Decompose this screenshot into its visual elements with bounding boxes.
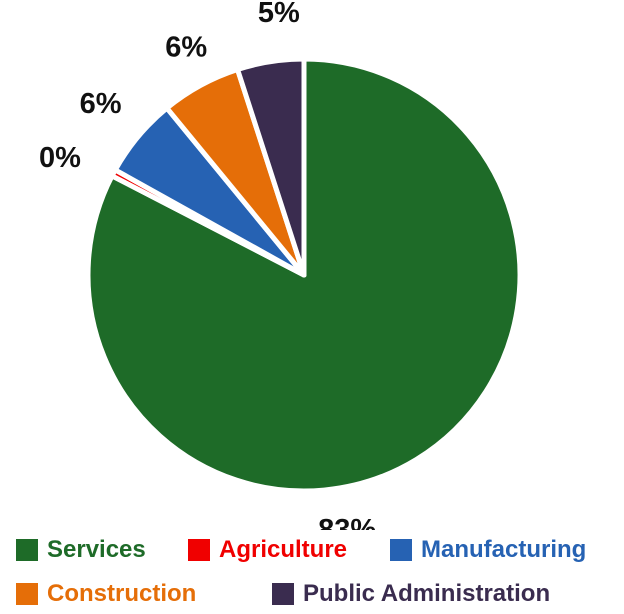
pie-chart: 83% 0% 6% 6% 5% bbox=[39, 0, 523, 530]
pie-data-labels: 83% 0% 6% 6% 5% bbox=[39, 0, 376, 530]
legend-item-public-administration: Public Administration bbox=[272, 580, 550, 608]
legend-label-public-administration: Public Administration bbox=[303, 580, 551, 607]
legend-item-agriculture: Agriculture bbox=[188, 536, 347, 564]
data-label-public-administration: 5% bbox=[258, 0, 300, 29]
legend-label-manufacturing: Manufacturing bbox=[421, 536, 587, 563]
legend-swatch-agriculture bbox=[188, 539, 210, 561]
legend-label-services: Services bbox=[47, 536, 146, 563]
legend-swatch-construction bbox=[16, 583, 38, 605]
legend-label-construction: Construction bbox=[47, 580, 197, 607]
legend-item-services: Services bbox=[16, 536, 146, 564]
data-label-construction: 6% bbox=[165, 31, 207, 63]
legend-swatch-services bbox=[16, 539, 38, 561]
legend-label-agriculture: Agriculture bbox=[219, 536, 348, 563]
pie-slice-public-administration bbox=[235, 56, 307, 278]
pie-slices bbox=[85, 56, 523, 494]
legend-swatch-manufacturing bbox=[390, 539, 412, 561]
chart-legend: Services Agriculture Manufacturing Const… bbox=[0, 530, 624, 614]
legend-swatch-public-administration bbox=[272, 583, 294, 605]
data-label-manufacturing: 6% bbox=[80, 88, 122, 120]
legend-item-construction: Construction bbox=[16, 580, 196, 608]
data-label-agriculture: 0% bbox=[39, 142, 81, 174]
legend-item-manufacturing: Manufacturing bbox=[390, 536, 586, 564]
data-label-services: 83% bbox=[318, 514, 376, 530]
